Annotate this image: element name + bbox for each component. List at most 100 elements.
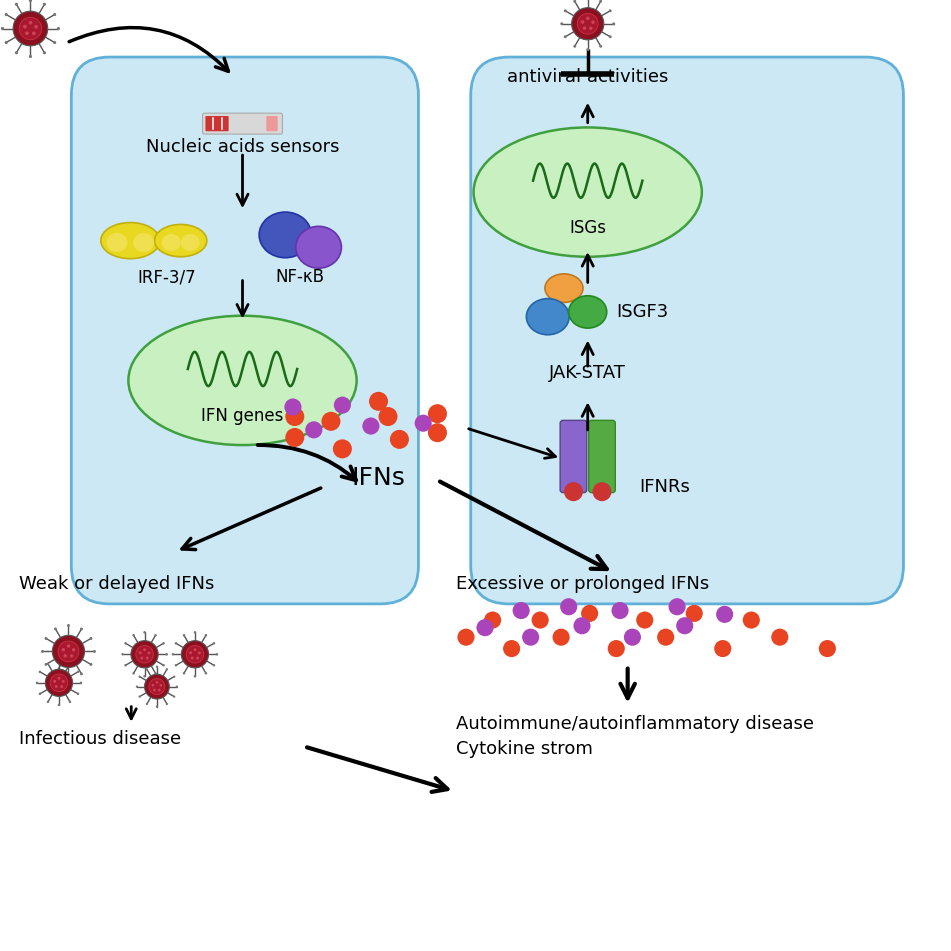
- Circle shape: [23, 25, 27, 29]
- Circle shape: [144, 631, 146, 633]
- Circle shape: [15, 51, 18, 54]
- FancyBboxPatch shape: [589, 420, 615, 493]
- Circle shape: [284, 398, 301, 416]
- Circle shape: [581, 20, 584, 24]
- Circle shape: [158, 689, 161, 691]
- Circle shape: [153, 689, 156, 691]
- Ellipse shape: [181, 234, 200, 251]
- Text: Weak or delayed IFNs: Weak or delayed IFNs: [19, 575, 214, 593]
- Circle shape: [165, 703, 168, 705]
- Circle shape: [743, 611, 760, 629]
- Circle shape: [80, 682, 82, 684]
- Circle shape: [378, 407, 398, 426]
- FancyArrowPatch shape: [69, 28, 228, 71]
- Circle shape: [29, 21, 32, 25]
- Circle shape: [131, 641, 158, 668]
- Circle shape: [39, 692, 41, 695]
- Circle shape: [213, 664, 215, 667]
- Circle shape: [573, 0, 576, 3]
- Circle shape: [564, 482, 583, 501]
- Circle shape: [285, 407, 304, 426]
- Circle shape: [196, 656, 199, 659]
- Text: Nucleic acids sensors: Nucleic acids sensors: [146, 138, 340, 156]
- Circle shape: [612, 22, 615, 26]
- Circle shape: [39, 670, 41, 673]
- Circle shape: [32, 31, 36, 35]
- Circle shape: [139, 695, 141, 698]
- Circle shape: [67, 624, 70, 627]
- Circle shape: [183, 634, 185, 636]
- Circle shape: [676, 617, 693, 634]
- Text: Excessive or prolonged IFNs: Excessive or prolonged IFNs: [456, 575, 709, 593]
- Circle shape: [476, 619, 494, 636]
- FancyBboxPatch shape: [71, 57, 418, 604]
- Circle shape: [80, 628, 83, 631]
- Circle shape: [175, 642, 177, 645]
- Circle shape: [136, 686, 138, 688]
- Circle shape: [599, 45, 602, 48]
- Circle shape: [58, 704, 60, 706]
- Circle shape: [624, 629, 641, 646]
- Circle shape: [53, 13, 56, 16]
- Circle shape: [333, 439, 352, 458]
- Text: IFN genes: IFN genes: [202, 407, 283, 425]
- Circle shape: [69, 654, 73, 657]
- Circle shape: [415, 415, 432, 432]
- Circle shape: [72, 648, 75, 651]
- Circle shape: [172, 653, 174, 655]
- Circle shape: [334, 397, 351, 414]
- Circle shape: [122, 653, 124, 655]
- Circle shape: [151, 684, 154, 687]
- Circle shape: [25, 31, 29, 35]
- Circle shape: [50, 674, 68, 691]
- Circle shape: [163, 664, 165, 667]
- Circle shape: [13, 11, 48, 46]
- Circle shape: [581, 605, 598, 622]
- Circle shape: [156, 681, 158, 684]
- Circle shape: [132, 634, 135, 636]
- Circle shape: [592, 482, 611, 501]
- Circle shape: [608, 640, 625, 657]
- Circle shape: [573, 45, 576, 48]
- Circle shape: [572, 8, 604, 40]
- Circle shape: [146, 669, 148, 670]
- Circle shape: [15, 3, 18, 6]
- Ellipse shape: [162, 234, 181, 251]
- Circle shape: [560, 598, 577, 615]
- Circle shape: [176, 686, 178, 688]
- Ellipse shape: [569, 296, 607, 328]
- Circle shape: [54, 672, 57, 675]
- Circle shape: [54, 628, 57, 631]
- Circle shape: [43, 51, 46, 54]
- Circle shape: [204, 672, 207, 674]
- Circle shape: [173, 675, 175, 678]
- Text: Cytokine strom: Cytokine strom: [456, 740, 593, 758]
- FancyBboxPatch shape: [560, 420, 587, 493]
- Circle shape: [144, 649, 146, 651]
- Circle shape: [165, 653, 167, 655]
- Ellipse shape: [474, 127, 702, 257]
- Circle shape: [503, 640, 520, 657]
- Circle shape: [586, 16, 590, 20]
- Circle shape: [80, 672, 83, 675]
- Circle shape: [191, 656, 194, 659]
- Text: JAK-STAT: JAK-STAT: [550, 364, 626, 382]
- Circle shape: [305, 421, 322, 438]
- Circle shape: [156, 666, 158, 668]
- Circle shape: [532, 611, 549, 629]
- Circle shape: [1, 27, 4, 30]
- Circle shape: [19, 17, 42, 40]
- Circle shape: [369, 392, 388, 411]
- Circle shape: [362, 417, 379, 435]
- Ellipse shape: [545, 274, 583, 302]
- Ellipse shape: [259, 212, 311, 258]
- Circle shape: [62, 648, 65, 651]
- Circle shape: [132, 672, 135, 674]
- Circle shape: [428, 423, 447, 442]
- Circle shape: [609, 10, 611, 12]
- Circle shape: [636, 611, 653, 629]
- Circle shape: [154, 634, 157, 636]
- Ellipse shape: [101, 223, 160, 259]
- Circle shape: [163, 642, 165, 645]
- FancyBboxPatch shape: [205, 116, 228, 131]
